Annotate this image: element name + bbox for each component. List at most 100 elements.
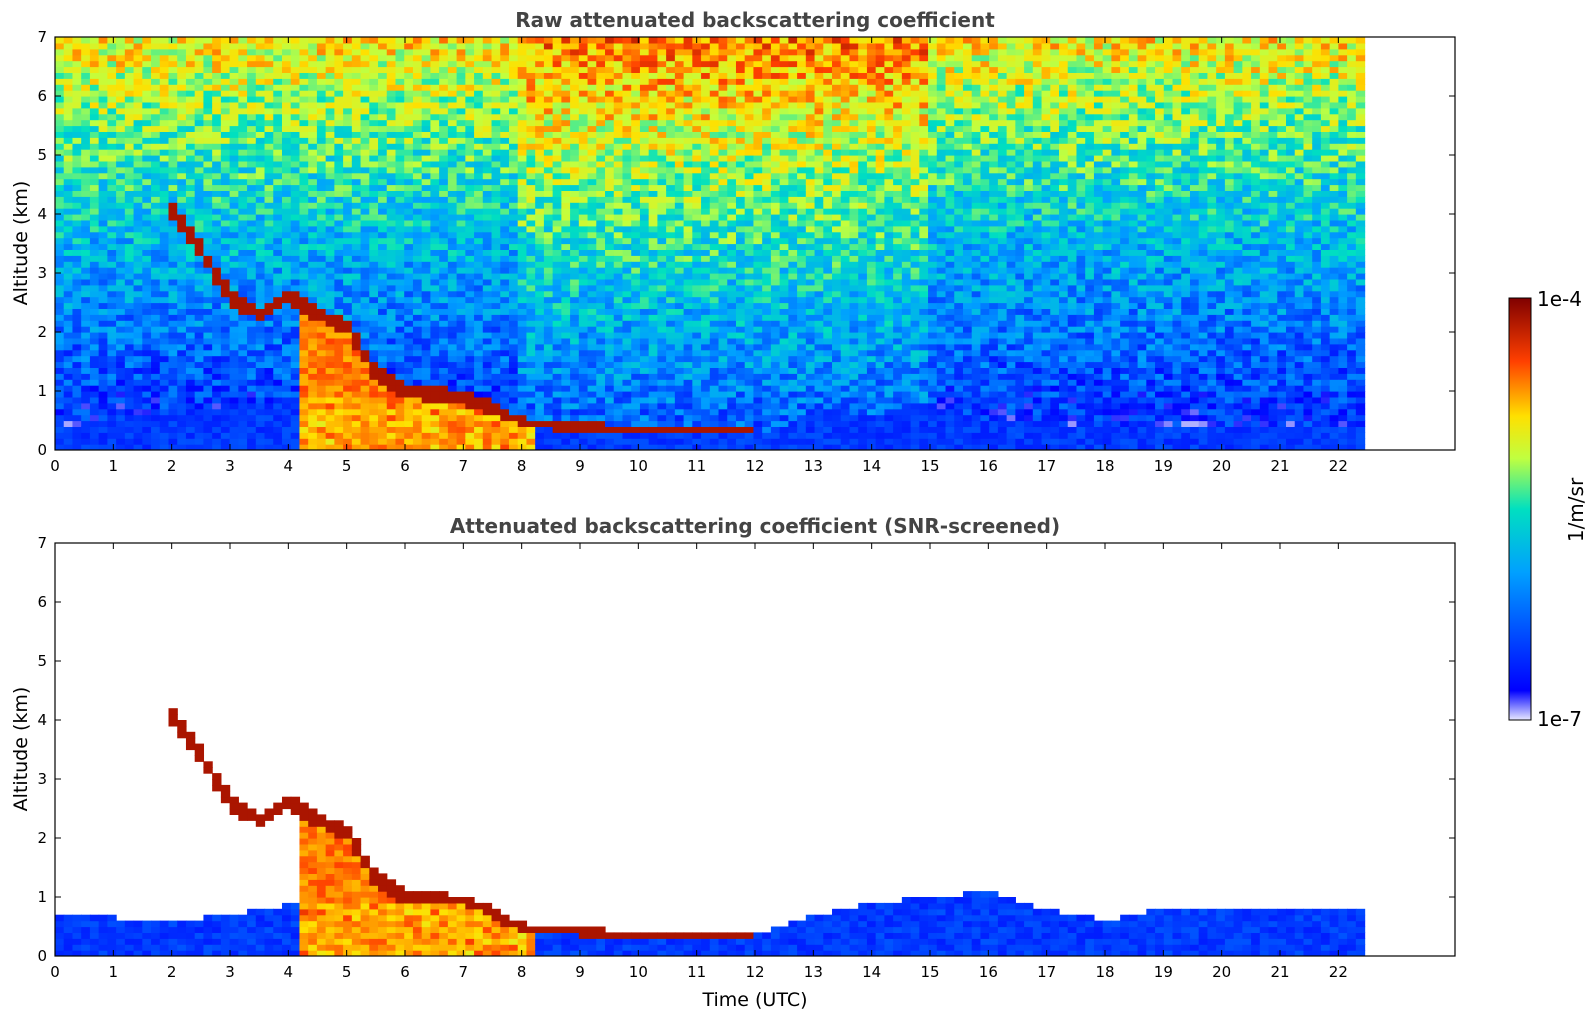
heatmap-cell: [55, 284, 65, 292]
heatmap-cell: [421, 420, 432, 427]
heatmap-cell: [421, 332, 432, 339]
heatmap-cell: [194, 72, 205, 79]
heatmap-cell: [412, 66, 423, 73]
heatmap-cell: [116, 231, 126, 239]
heatmap-cell: [72, 273, 82, 280]
heatmap-cell: [666, 426, 676, 433]
heatmap-cell: [500, 261, 510, 268]
heatmap-cell: [482, 349, 493, 357]
heatmap-cell: [465, 96, 475, 103]
heatmap-cell: [517, 42, 528, 50]
heatmap-cell: [631, 107, 641, 115]
heatmap-cell: [281, 125, 292, 132]
heatmap-cell: [613, 278, 624, 286]
heatmap-cell: [185, 225, 196, 233]
heatmap-cell: [142, 396, 152, 404]
heatmap-cell: [657, 402, 667, 410]
heatmap-cell: [220, 113, 231, 121]
heatmap-cell: [55, 160, 65, 168]
heatmap-cell: [596, 107, 606, 115]
heatmap-cell: [491, 408, 501, 416]
heatmap-cell: [177, 343, 187, 351]
heatmap-cell: [124, 420, 135, 427]
heatmap-cell: [622, 284, 632, 292]
heatmap-cell: [587, 214, 597, 221]
heatmap-cell: [508, 66, 519, 73]
heatmap-cell: [238, 402, 248, 410]
heatmap-cell: [89, 143, 100, 150]
heatmap-cell: [98, 119, 108, 127]
heatmap-cell: [482, 219, 493, 227]
heatmap-cell: [465, 243, 475, 250]
heatmap-cell: [63, 402, 74, 410]
heatmap-cell: [55, 408, 65, 416]
heatmap-cell: [273, 202, 283, 209]
heatmap-cell: [264, 337, 274, 345]
heatmap-cell: [474, 396, 484, 404]
heatmap-cell: [666, 113, 676, 121]
heatmap-cell: [116, 284, 126, 292]
heatmap-cell: [526, 160, 536, 168]
heatmap-cell: [107, 149, 117, 156]
heatmap-cell: [657, 267, 667, 274]
panel-raw: Raw attenuated backscattering coefficien…: [10, 8, 1456, 475]
heatmap-cell: [360, 438, 370, 445]
heatmap-cell: [159, 267, 170, 274]
heatmap-cell: [107, 343, 117, 351]
heatmap-cell: [430, 149, 440, 156]
heatmap-cell: [386, 54, 397, 62]
heatmap-cell: [613, 37, 624, 44]
heatmap-cell: [543, 326, 554, 333]
heatmap-cell: [404, 320, 414, 327]
heatmap-cell: [264, 284, 274, 292]
heatmap-cell: [465, 78, 475, 85]
heatmap-cell: [273, 155, 283, 162]
heatmap-cell: [439, 408, 449, 416]
heatmap-cell: [89, 273, 100, 280]
heatmap-cell: [55, 90, 65, 97]
heatmap-cell: [351, 408, 362, 416]
heatmap-cell: [343, 119, 353, 127]
heatmap-cell: [308, 90, 318, 97]
heatmap-cell: [622, 261, 632, 268]
heatmap-cell: [465, 267, 475, 274]
heatmap-cell: [605, 149, 615, 156]
heatmap-cell: [325, 101, 335, 109]
heatmap-cell: [404, 326, 414, 333]
heatmap-cell: [168, 172, 178, 180]
heatmap-cell: [666, 125, 676, 132]
heatmap-cell: [456, 420, 466, 427]
heatmap-cell: [648, 385, 659, 392]
heatmap-cell: [456, 432, 466, 439]
heatmap-cell: [508, 113, 519, 121]
heatmap-cell: [325, 190, 335, 197]
heatmap-cell: [308, 349, 318, 357]
heatmap-cell: [666, 284, 676, 292]
heatmap-cell: [535, 308, 545, 315]
heatmap-cell: [535, 332, 545, 339]
heatmap-cell: [159, 284, 170, 292]
heatmap-cell: [264, 155, 274, 162]
heatmap-cell: [456, 155, 466, 162]
heatmap-cell: [308, 155, 318, 162]
heatmap-cell: [177, 225, 187, 233]
heatmap-cell: [63, 113, 74, 121]
heatmap-cell: [500, 54, 510, 62]
heatmap-cell: [325, 54, 335, 62]
heatmap-cell: [325, 214, 335, 221]
heatmap-cell: [508, 355, 519, 363]
heatmap-cell: [395, 267, 405, 274]
heatmap-cell: [570, 48, 580, 56]
heatmap-cell: [72, 42, 82, 50]
heatmap-cell: [674, 337, 685, 345]
heatmap-cell: [561, 278, 571, 286]
heatmap-cell: [220, 84, 231, 91]
heatmap-cell: [107, 131, 117, 138]
heatmap-cell: [308, 137, 318, 144]
heatmap-cell: [648, 202, 659, 209]
heatmap-cell: [238, 72, 248, 79]
heatmap-cell: [491, 337, 501, 345]
heatmap-cell: [151, 225, 161, 233]
heatmap-cell: [124, 101, 135, 109]
heatmap-cell: [631, 332, 641, 339]
